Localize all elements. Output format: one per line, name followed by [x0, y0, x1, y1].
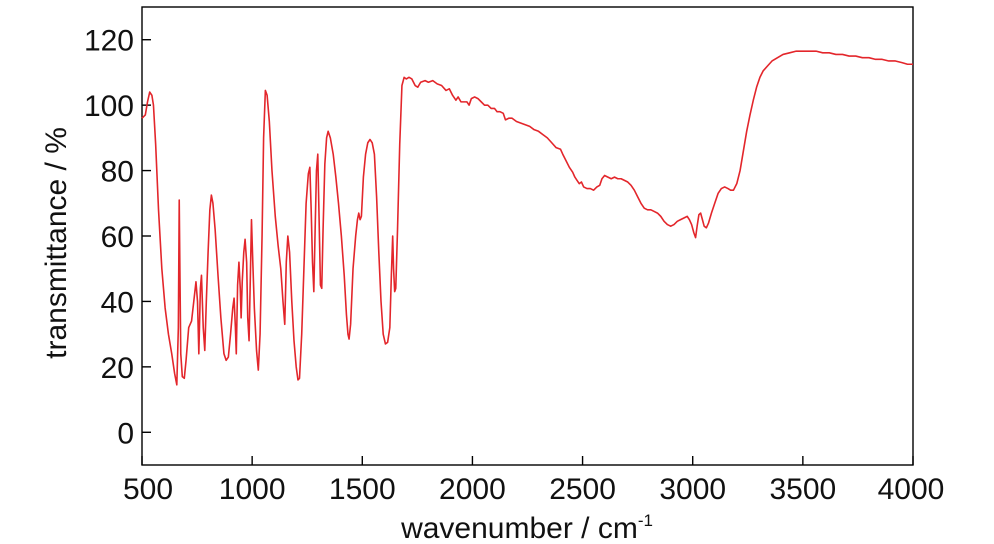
- y-tick-label: 40: [101, 286, 134, 319]
- y-tick-label: 20: [101, 352, 134, 385]
- y-tick-label: 120: [84, 25, 134, 58]
- y-tick-label: 0: [117, 417, 134, 450]
- y-axis-label: transmittance / %: [40, 127, 73, 359]
- x-tick-label: 4000: [878, 473, 945, 506]
- x-axis-label-superscript: -1: [638, 511, 653, 530]
- plot-frame: [141, 6, 914, 466]
- y-tick-label: 80: [101, 156, 134, 189]
- y-tick-label: 60: [101, 221, 134, 254]
- y-tick-label: 100: [84, 90, 134, 123]
- x-tick-label: 2000: [439, 473, 506, 506]
- x-axis-label: wavenumber / cm-1: [400, 511, 653, 544]
- x-tick-label: 2500: [549, 473, 616, 506]
- x-tick-label: 500: [123, 473, 173, 506]
- y-axis: 0 20 40 60 80 100 120: [84, 25, 151, 450]
- x-tick-label: 3500: [769, 473, 836, 506]
- x-axis: 500 1000 1500 2000 2500 3000 3500 4000: [123, 456, 944, 506]
- x-tick-label: 1500: [329, 473, 396, 506]
- transmittance-series-line: [141, 50, 913, 386]
- x-tick-label: 3000: [659, 473, 726, 506]
- x-tick-label: 1000: [219, 473, 286, 506]
- x-axis-label-text: wavenumber / cm: [400, 512, 638, 544]
